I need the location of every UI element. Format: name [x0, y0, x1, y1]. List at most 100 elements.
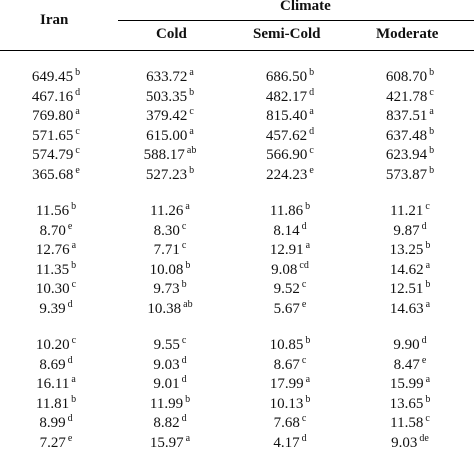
cell-value: 15.97	[149, 434, 184, 451]
cell-value: 8.14	[273, 222, 300, 239]
cell-letter: c	[75, 125, 80, 137]
cell-value: 14.62	[389, 261, 424, 278]
cell-value: 10.38	[147, 300, 182, 317]
cell-letter: b	[71, 259, 77, 271]
cell-value: 365.68	[32, 166, 74, 183]
cell-cold: 9.01 d	[153, 374, 187, 393]
cell-value: 623.94	[385, 147, 428, 163]
cell-letter: b	[75, 67, 81, 78]
cell-moderate: 13.65 b	[389, 394, 431, 413]
cell-value: 467.16	[31, 88, 74, 105]
cell-value: 615.00	[146, 127, 188, 144]
cell-iran: 7.27 e	[40, 433, 73, 452]
cell-letter: d	[75, 86, 81, 98]
cell-value: 9.55	[153, 337, 180, 353]
cell-value: 815.40	[266, 108, 308, 124]
cell-value: 11.56	[35, 203, 70, 219]
cell-moderate: 13.25 b	[389, 241, 431, 259]
cell-letter: b	[429, 145, 435, 156]
cell-value: 11.21	[390, 203, 424, 219]
cell-iran: 467.16 d	[31, 86, 81, 106]
cell-value: 7.71	[153, 242, 180, 258]
cell-letter: d	[301, 220, 307, 232]
cell-value: 9.73	[153, 281, 180, 297]
cell-value: 8.47	[393, 356, 420, 373]
cell-cold: 527.23 b	[146, 165, 194, 184]
cell-letter: c	[181, 335, 187, 346]
cell-semi-cold: 12.91 a	[269, 241, 310, 259]
cell-value: 17.99	[269, 376, 304, 392]
cell-moderate: 421.78 c	[386, 87, 434, 106]
cell-letter: c	[301, 279, 307, 290]
cell-value: 5.67	[273, 300, 300, 317]
cell-letter: d	[67, 298, 73, 310]
cell-moderate: 15.99 a	[389, 374, 431, 393]
cell-value: 8.30	[153, 222, 180, 239]
cell-letter: e	[67, 220, 73, 232]
cell-cold: 15.97 a	[149, 432, 191, 452]
cell-letter: d	[181, 374, 187, 385]
cell-iran: 574.79 c	[32, 145, 80, 164]
cell-value: 9.03	[391, 434, 418, 451]
cell-semi-cold: 4.17 d	[273, 433, 306, 452]
cell-moderate: 9.87 d	[393, 221, 426, 240]
cell-letter: c	[75, 145, 80, 156]
cell-value: 9.87	[393, 222, 420, 239]
cell-value: 15.99	[389, 376, 424, 392]
cell-value: 10.20	[35, 337, 70, 353]
cell-moderate: 14.63 a	[390, 299, 430, 318]
cell-value: 4.17	[273, 434, 300, 451]
cell-value: 566.90	[266, 147, 308, 163]
cell-iran: 10.30 c	[36, 280, 76, 298]
cell-semi-cold: 457.62 d	[266, 126, 314, 145]
cell-letter: a	[425, 374, 431, 385]
cell-cold: 503.35 b	[146, 87, 194, 106]
cell-cold: 9.03 d	[153, 355, 186, 374]
cell-iran: 769.80 a	[32, 107, 80, 125]
cell-letter: a	[189, 67, 194, 78]
cell-value: 574.79	[32, 147, 74, 163]
cell-semi-cold: 482.17 d	[266, 86, 315, 106]
cell-value: 11.99	[149, 395, 184, 412]
cell-semi-cold: 5.67 e	[273, 299, 307, 318]
climate-rule	[118, 20, 474, 21]
cell-value: 11.86	[269, 203, 304, 219]
cell-letter: c	[309, 145, 314, 156]
cell-letter: d	[181, 413, 187, 424]
cell-letter: d	[309, 86, 315, 98]
cell-letter: d	[67, 354, 73, 366]
cell-semi-cold: 8.14 d	[273, 220, 307, 240]
cell-value: 9.39	[39, 300, 66, 317]
cell-value: 12.91	[269, 242, 304, 258]
cell-cold: 8.82 d	[153, 413, 187, 432]
cell-letter: a	[185, 432, 191, 444]
cell-value: 421.78	[386, 88, 428, 105]
cell-letter: b	[309, 67, 315, 78]
header-rule	[0, 50, 474, 51]
cell-cold: 11.26 a	[150, 202, 190, 220]
cell-letter: a	[425, 259, 431, 271]
cell-value: 16.11	[36, 376, 70, 392]
cell-iran: 8.70 e	[40, 220, 73, 240]
cell-iran: 571.65 c	[32, 125, 80, 145]
cell-letter: c	[425, 413, 430, 424]
cell-value: 8.67	[273, 356, 300, 373]
cell-letter: c	[71, 335, 77, 346]
cell-letter: b	[185, 393, 191, 405]
cell-value: 13.65	[389, 395, 424, 412]
cell-letter: c	[425, 201, 430, 212]
cell-cold: 10.08 b	[150, 260, 191, 279]
cell-value: 573.87	[385, 166, 428, 183]
cell-semi-cold: 815.40 a	[266, 107, 314, 125]
cell-value: 637.48	[385, 127, 428, 144]
cell-moderate: 12.51 b	[390, 280, 431, 298]
cell-letter: b	[429, 67, 435, 78]
cell-value: 13.25	[389, 242, 424, 258]
cell-value: 571.65	[32, 127, 74, 144]
cell-letter: a	[189, 125, 194, 137]
header-iran: Iran	[40, 12, 69, 28]
cell-semi-cold: 10.85 b	[270, 336, 311, 354]
cell-iran: 11.35 b	[36, 259, 77, 279]
cell-letter: cd	[299, 259, 309, 271]
cell-value: 608.70	[385, 69, 428, 85]
